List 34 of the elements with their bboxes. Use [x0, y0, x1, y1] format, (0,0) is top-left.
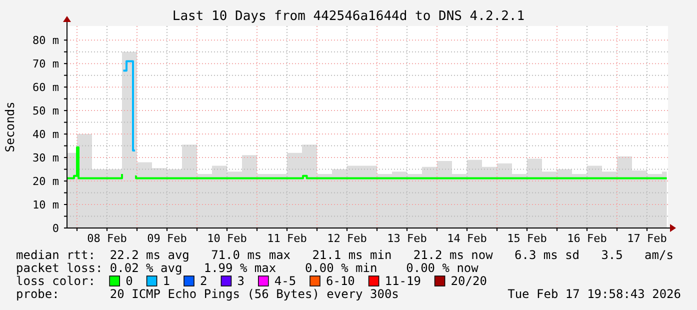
- x-tick-label: 16 Feb: [567, 232, 607, 245]
- legend-title: loss color:: [16, 274, 96, 288]
- y-tick-label: 10 m: [32, 198, 60, 212]
- y-tick-label: 30 m: [32, 152, 60, 165]
- legend-label: 2: [200, 274, 208, 288]
- legend-label: 1: [162, 274, 170, 288]
- y-tick-label: 60 m: [32, 81, 60, 94]
- x-tick-label: 12 Feb: [327, 232, 367, 245]
- text: Tue Feb 17 19:58:43 2026: [508, 287, 681, 301]
- legend-label: 4-5: [274, 274, 296, 288]
- y-tick-label: 50 m: [32, 104, 60, 118]
- x-tick-label: 11 Feb: [267, 232, 307, 245]
- text: probe: 20 ICMP Echo Pings (56 Bytes) every 300s: [16, 287, 399, 301]
- x-tick-label: 14 Feb: [447, 232, 487, 245]
- x-tick-label: 17 Feb: [627, 232, 667, 245]
- legend-label: 0: [126, 274, 133, 288]
- y-axis-title: Seconds: [3, 102, 17, 152]
- text: median rtt: 22.2 ms avg 71.0 ms max 21.1 ms min 21.2 ms now 6.3 ms sd 3.5 am/s: [16, 248, 674, 262]
- legend-label: 20/20: [450, 274, 487, 288]
- x-tick-label: 15 Feb: [507, 232, 547, 245]
- legend-label: 6-10: [326, 274, 355, 288]
- y-tick-label: 80 m: [32, 34, 60, 48]
- y-tick-label: 0: [52, 222, 59, 235]
- legend-label: 3: [237, 274, 244, 288]
- text: packet loss: 0.02 % avg 1.99 % max 0.00 % min 0.00 % now: [16, 261, 480, 275]
- x-tick-label: 08 Feb: [87, 232, 127, 245]
- x-tick-label: 09 Feb: [147, 232, 187, 245]
- y-tick-label: 40 m: [32, 128, 60, 142]
- legend-label: 11-19: [384, 274, 421, 288]
- x-tick-label: 13 Feb: [387, 232, 427, 245]
- y-tick-label: 20 m: [32, 175, 60, 188]
- x-tick-label: 10 Feb: [207, 232, 247, 245]
- y-tick-label: 70 m: [32, 58, 60, 71]
- chart-title: Last 10 Days from 442546a1644d to DNS 4.2.2.1: [172, 9, 525, 24]
